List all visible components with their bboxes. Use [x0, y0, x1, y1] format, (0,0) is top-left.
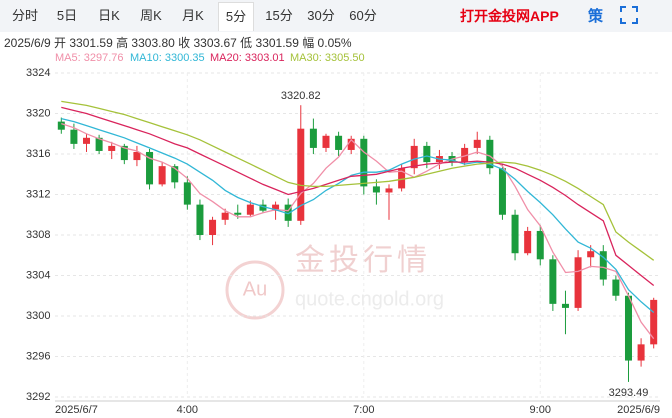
tab[interactable]: 30分 [307, 8, 335, 23]
x-tick-label: 9:00 [530, 404, 551, 416]
x-tick-label: 2025/6/7 [55, 404, 98, 416]
ma-line [61, 100, 655, 261]
candle-body [423, 145, 431, 163]
candle-body [486, 139, 494, 169]
candle-body [95, 137, 103, 151]
y-tick-label: 3304 [26, 269, 50, 281]
candle-body [473, 139, 481, 148]
watermark-brand: 金投行情 [295, 244, 431, 277]
candle-body [461, 147, 469, 163]
candle-body [335, 135, 343, 150]
tab[interactable]: 分时 [11, 8, 38, 23]
y-tick-label: 3320 [26, 107, 50, 119]
candle-body [83, 137, 91, 144]
candle-body [70, 129, 78, 144]
x-tick-label: 4:00 [177, 404, 198, 416]
candle-body [574, 257, 582, 308]
candle-body [209, 219, 217, 235]
x-tick-label: 7:00 [353, 404, 374, 416]
candle-body [372, 186, 380, 193]
y-tick-label: 3292 [26, 391, 50, 403]
min-annotation: 3293.49 [609, 387, 649, 399]
max-annotation: 3320.82 [281, 90, 321, 102]
candle-body [108, 145, 116, 151]
candle-body [272, 204, 280, 211]
candle-body [360, 138, 368, 187]
tab[interactable]: 15分 [265, 8, 293, 23]
watermark-ring [225, 260, 285, 320]
x-tick-label: 2025/6/9 [617, 404, 660, 416]
legend-entry: MA30: 3305.50 [290, 52, 365, 64]
candle-body [347, 138, 355, 150]
tab-bar: 分时 5日 日K 周K 月K 5分 15分 30分 60分 [0, 0, 672, 32]
y-tick-label: 3300 [26, 310, 50, 322]
candle-body [561, 303, 569, 308]
y-tick-label: 3316 [26, 148, 50, 160]
info-line: 2025/6/9 开 3301.59 高 3303.80 收 3303.67 低… [4, 35, 352, 50]
tab[interactable]: 60分 [349, 8, 377, 23]
candle-body [171, 166, 179, 183]
candle-body [549, 259, 557, 304]
y-tick-label: 3296 [26, 350, 50, 362]
legend-entry: MA5: 3297.76 [55, 52, 124, 64]
candle-body [284, 204, 292, 221]
y-tick-label: 3312 [26, 188, 50, 200]
candle-body [133, 151, 141, 161]
candle-body [146, 151, 154, 185]
fullscreen-icon[interactable] [620, 6, 638, 24]
candle-body [120, 145, 128, 161]
candle-body [536, 230, 544, 260]
watermark-url: quote.cngold.org [295, 288, 444, 310]
candle-body [57, 121, 65, 130]
candle-body [259, 204, 267, 211]
candle-body [612, 279, 620, 296]
candle-body [234, 212, 242, 215]
legend-entry: MA10: 3300.35 [130, 52, 205, 64]
candle-body [587, 251, 595, 258]
ma-line [61, 122, 655, 340]
candle-body [322, 135, 330, 148]
strategy-button[interactable]: 策 [588, 8, 604, 25]
candle-body [221, 212, 229, 220]
watermark-logo: Au [243, 278, 267, 300]
candle-body [246, 204, 254, 215]
candle-body [410, 145, 418, 169]
candle-body [524, 230, 532, 254]
tab[interactable]: 5分 [218, 1, 254, 31]
tab[interactable]: 日K [98, 8, 120, 23]
candle-body [183, 182, 191, 205]
candle-body [650, 299, 658, 345]
tab[interactable]: 月K [182, 8, 204, 23]
y-tick-label: 3324 [26, 67, 50, 79]
y-tick-label: 3308 [26, 229, 50, 241]
candle-body [196, 204, 204, 235]
ma-line [61, 117, 655, 313]
candle-body [624, 295, 632, 361]
candle-body [385, 188, 393, 193]
candle-body [637, 344, 645, 361]
legend-entry: MA20: 3303.01 [210, 52, 285, 64]
candle-body [297, 128, 305, 221]
candle-body [511, 214, 519, 254]
app-link[interactable]: 打开金投网APP [460, 8, 559, 24]
candle-body [158, 166, 166, 185]
ma-line [61, 106, 655, 287]
candle-body [498, 168, 506, 215]
candle-body [309, 128, 317, 148]
candle-body [398, 168, 406, 189]
tab[interactable]: 5日 [56, 8, 78, 23]
candle-body [599, 251, 607, 280]
tab[interactable]: 周K [140, 8, 162, 23]
